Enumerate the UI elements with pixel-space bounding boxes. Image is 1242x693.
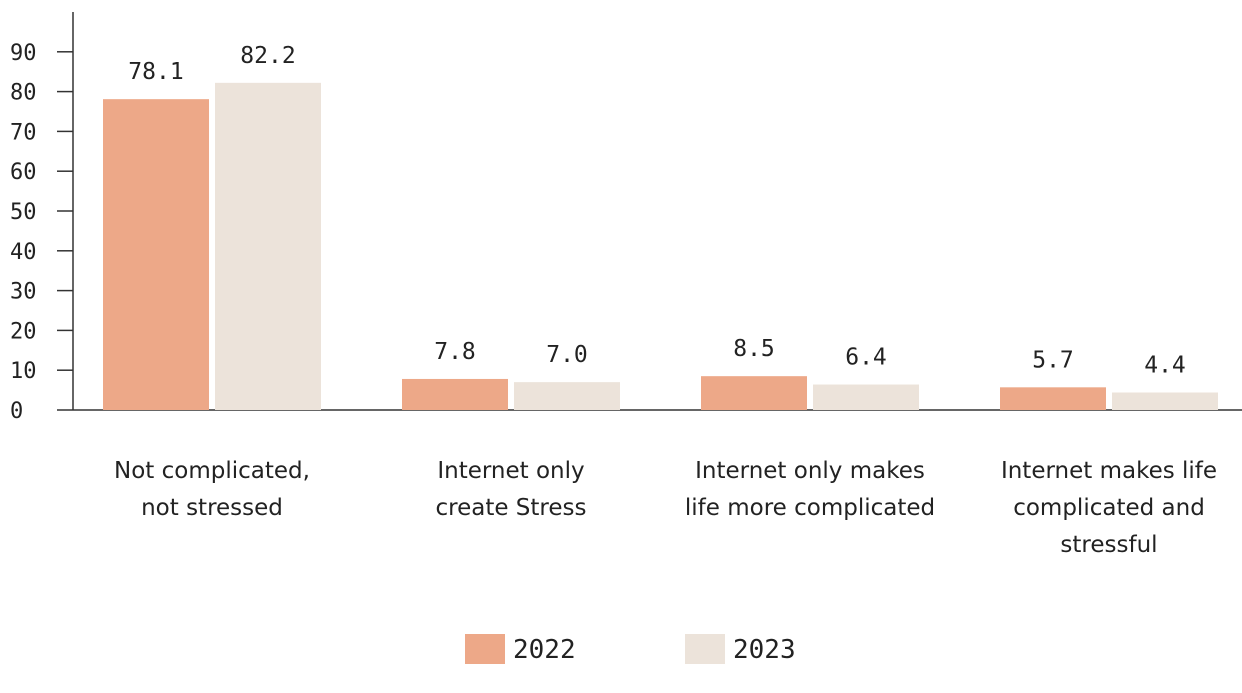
label-line: Not complicated, [114,458,310,484]
y-tick-label: 10 [10,359,37,384]
bar [103,99,209,411]
x-tick-label: Internet makes life complicated and stress… [1001,458,1217,558]
label-line: stressful [1060,532,1157,558]
bar [514,382,620,410]
y-tick-label: 80 [10,81,37,106]
value-label: 82.2 [240,43,295,69]
value-label: 7.0 [546,342,588,368]
y-tick-label: 30 [10,280,37,305]
label-line: Internet only makes [695,458,925,484]
label-line: complicated and [1013,495,1205,521]
value-label: 6.4 [845,345,887,371]
value-label: 8.5 [733,336,775,362]
label-line: create Stress [435,495,586,521]
x-tick-label: Internet only create Stress [435,458,586,521]
y-tick-label: 90 [10,41,37,66]
value-label: 4.4 [1144,352,1186,378]
label-line: Internet only [437,458,584,484]
bar [1000,387,1106,410]
label-line: not stressed [141,495,283,521]
legend-swatch [685,634,725,664]
legend-label: 2022 [513,635,576,665]
legend-label: 2023 [733,635,796,665]
bar [402,378,508,410]
legend-swatch [465,634,505,664]
y-tick-label: 20 [10,319,37,344]
y-tick-label: 50 [10,200,37,225]
label-line: life more complicated [685,495,935,521]
y-tick-label: 70 [10,120,37,145]
y-tick-label: 40 [10,240,37,265]
y-tick-label: 0 [10,399,23,424]
value-label: 5.7 [1032,347,1074,373]
bar [701,376,807,410]
y-tick-label: 60 [10,160,37,185]
value-label: 78.1 [128,59,183,85]
x-tick-label: Not complicated, not stressed [114,458,310,521]
bar [813,384,919,410]
label-line: Internet makes life [1001,458,1217,484]
x-tick-label: Internet only makes life more complicated [685,458,935,521]
bar [215,82,321,411]
bar [1112,392,1218,410]
value-label: 7.8 [434,339,476,365]
